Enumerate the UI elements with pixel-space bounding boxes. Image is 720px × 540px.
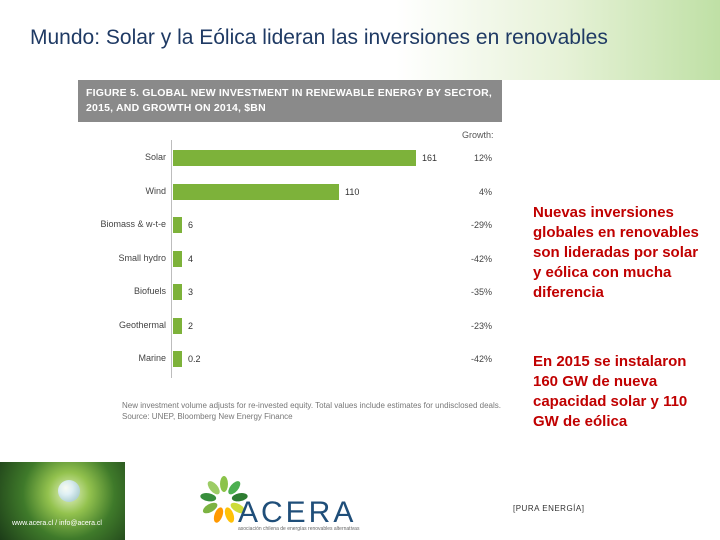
growth-label: 4% [478,186,492,197]
slide-title: Mundo: Solar y la Eólica lideran las inv… [30,26,608,49]
category-label: Wind [145,185,166,196]
source-text: Source: UNEP, Bloomberg New Energy Finan… [122,412,293,421]
acera-logo-icon [200,476,248,523]
bar [173,250,182,267]
bar [173,183,340,200]
growth-header: Growth: [462,130,494,140]
figure-header: FIGURE 5. GLOBAL NEW INVESTMENT IN RENEW… [78,80,502,122]
bar-row: Small hydro 4 -42% [78,249,502,269]
bar [173,284,182,300]
value-label: 110 [345,186,360,197]
bar-row: Biofuels 3 -35% [78,282,502,302]
bar-row: Wind 110 4% [78,182,502,202]
bar [173,217,183,233]
value-label: 2 [188,320,194,331]
note-text: New investment volume adjusts for re-inv… [122,401,502,410]
leaf-photo [0,462,125,540]
value-label: 161 [422,153,438,163]
bar-row: Biomass & w-t-e 6 -29% [78,215,502,235]
growth-label: -29% [470,220,492,230]
category-label: Solar [144,152,166,162]
bar [173,317,182,334]
header-band [0,0,720,80]
growth-label: -23% [470,320,492,331]
category-label: Biofuels [133,286,166,296]
side-text-capacity: En 2015 se instalaron 160 GW de nueva ca… [533,353,688,430]
growth-label: 12% [473,153,492,163]
bar-row: Marine 0.2 -42% [78,349,502,369]
category-axis-line [171,140,172,378]
category-label: Geothermal [118,319,166,330]
chart-title: FIGURE 5. GLOBAL NEW INVESTMENT IN RENEW… [86,87,493,114]
bar [173,150,416,166]
category-label: Small hydro [118,252,166,263]
category-label: Biomass & w-t-e [100,219,166,229]
figure: FIGURE 5. GLOBAL NEW INVESTMENT IN RENEW… [78,80,502,440]
bar [173,351,182,367]
value-label: 6 [188,220,194,230]
water-droplet [58,480,80,502]
growth-label: -42% [470,253,492,264]
category-label: Marine [138,353,166,363]
footer-tag: [PURA ENERGÍA] [513,504,585,513]
growth-label: -35% [470,287,492,297]
bar-row: Geothermal 2 -23% [78,316,502,336]
growth-label: -42% [470,354,492,364]
logo-tagline: asociación chilena de energías renovable… [238,526,360,532]
bar-row: Solar 161 12% [78,148,502,168]
value-label: 0.2 [188,354,201,364]
value-label: 4 [188,253,194,264]
logo-wordmark: ACERA [238,496,357,529]
footer-website[interactable]: www.acera.cl / info@acera.cl [12,520,102,527]
chart-note: New investment volume adjusts for re-inv… [122,400,502,422]
side-text-investment: Nuevas inversiones globales en renovable… [533,204,699,301]
value-label: 3 [188,287,194,297]
